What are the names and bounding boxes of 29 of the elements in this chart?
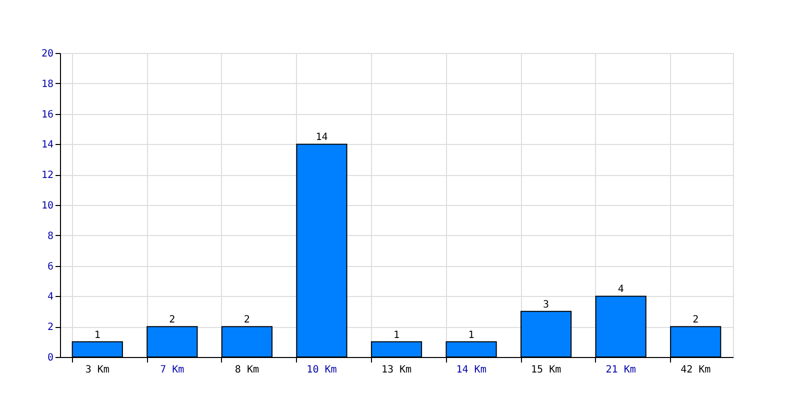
y-tick-label: 6 [47,261,54,272]
data-label: 1 [393,330,400,341]
data-label: 1 [468,330,474,341]
x-tick-label: 21 Km [606,364,636,376]
x-tick-label: 3 Km [85,364,110,376]
y-tick-label: 0 [47,352,54,364]
y-tick-label: 12 [41,170,54,182]
y-tick-label: 18 [41,78,54,90]
x-tick-label: 7 Km [160,364,184,376]
x-tick-label: 10 Km [306,364,337,376]
y-tick-label: 16 [41,109,54,120]
data-label: 3 [543,299,550,310]
data-label: 2 [692,314,699,326]
y-tick-label: 20 [41,48,54,60]
y-tick-label: 10 [41,200,54,212]
data-label: 2 [169,314,176,326]
x-tick-label: 8 Km [234,364,259,376]
y-tick-label: 14 [41,140,54,151]
x-tick-label: 15 Km [531,364,562,376]
y-tick-label: 2 [47,322,54,334]
data-label: 4 [618,284,624,296]
y-tick-label: 8 [47,230,54,242]
x-tick-label: 14 Km [456,364,486,376]
data-label: 1 [94,330,100,341]
y-tick-label: 4 [47,292,54,303]
x-tick-label: 42 Km [680,364,711,376]
x-tick-label: 13 Km [381,364,412,376]
data-label: 2 [244,314,250,326]
data-label: 14 [316,132,328,144]
